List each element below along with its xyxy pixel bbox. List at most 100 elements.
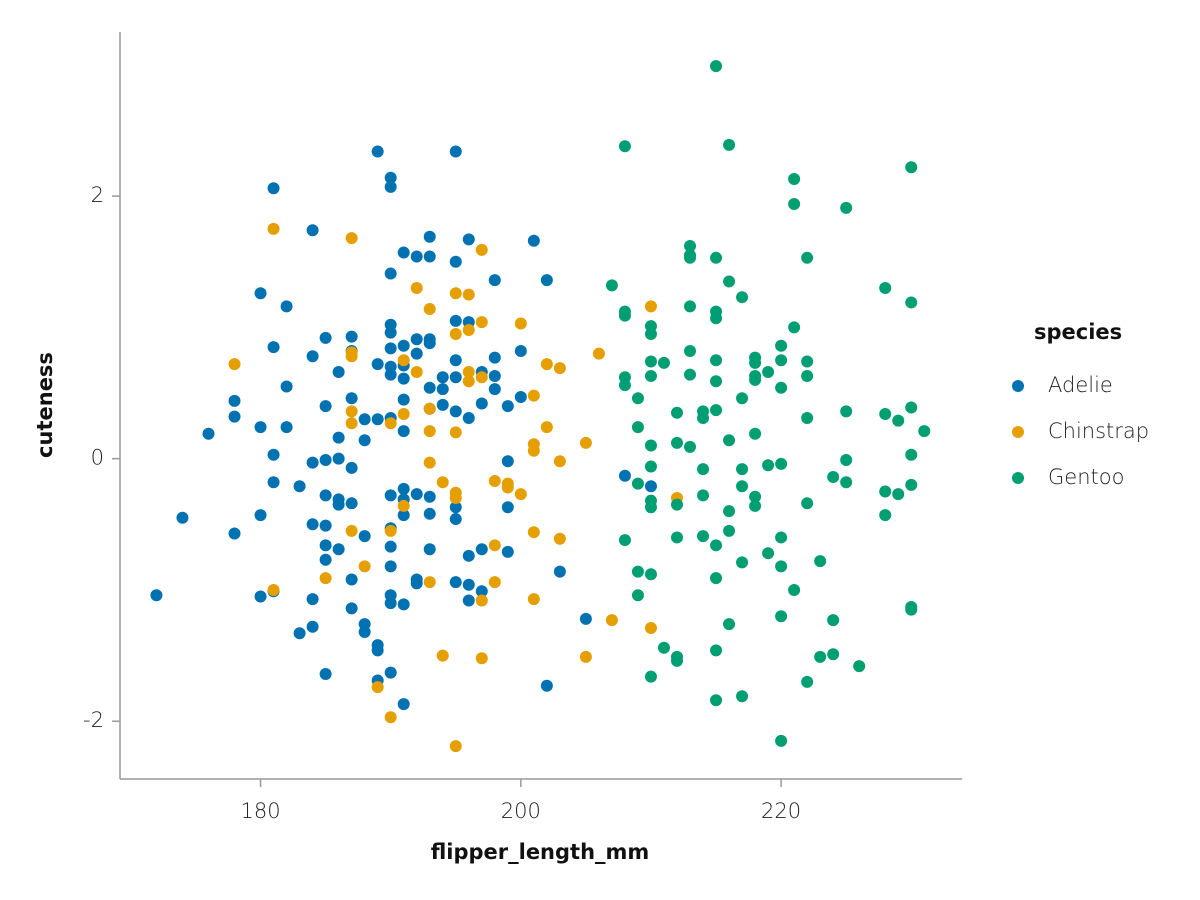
point — [501, 545, 514, 558]
point — [423, 303, 436, 316]
point — [475, 594, 488, 607]
legend-title: species — [1034, 320, 1122, 344]
point — [501, 400, 514, 413]
point — [723, 275, 736, 288]
point — [775, 560, 788, 573]
point — [267, 182, 280, 195]
x-tick-label: 200 — [501, 799, 541, 823]
point — [631, 589, 644, 602]
point — [879, 408, 892, 421]
point — [358, 434, 371, 447]
point — [384, 326, 397, 339]
point — [618, 534, 631, 547]
point — [553, 532, 566, 545]
point — [540, 274, 553, 287]
point — [579, 650, 592, 663]
point — [462, 578, 475, 591]
point — [462, 288, 475, 301]
point — [723, 618, 736, 631]
point — [710, 404, 723, 417]
point — [475, 585, 488, 598]
point — [384, 540, 397, 553]
point — [423, 543, 436, 556]
point — [371, 413, 384, 426]
point — [410, 577, 423, 590]
point — [684, 440, 697, 453]
point — [254, 590, 267, 603]
y-tick-label: 2 — [91, 183, 104, 207]
point — [723, 138, 736, 151]
point — [514, 390, 527, 403]
point — [553, 455, 566, 468]
point — [150, 589, 163, 602]
point — [684, 368, 697, 381]
point — [775, 610, 788, 623]
y-tick-label: -2 — [83, 708, 104, 732]
point — [684, 251, 697, 264]
point — [423, 250, 436, 263]
point — [723, 434, 736, 447]
point — [788, 197, 801, 210]
point — [788, 173, 801, 186]
point — [527, 526, 540, 539]
point — [267, 448, 280, 461]
point — [462, 549, 475, 562]
point — [436, 398, 449, 411]
point — [475, 652, 488, 665]
point — [345, 232, 358, 245]
point — [801, 675, 814, 688]
point — [501, 481, 514, 494]
point — [710, 644, 723, 657]
point — [592, 347, 605, 360]
y-tick-label: 0 — [91, 446, 104, 470]
point — [905, 478, 918, 491]
point — [905, 448, 918, 461]
point — [267, 341, 280, 354]
point — [540, 421, 553, 434]
point — [384, 171, 397, 184]
point — [449, 255, 462, 268]
point — [306, 350, 319, 363]
point — [397, 509, 410, 522]
point — [684, 300, 697, 313]
point — [670, 436, 683, 449]
point — [384, 524, 397, 537]
point — [449, 513, 462, 526]
point — [397, 499, 410, 512]
point — [280, 421, 293, 434]
point — [345, 405, 358, 418]
point — [319, 489, 332, 502]
point — [358, 625, 371, 638]
point — [644, 300, 657, 313]
point — [670, 654, 683, 667]
point — [527, 444, 540, 457]
point — [384, 560, 397, 573]
point — [319, 453, 332, 466]
point — [306, 224, 319, 237]
point — [228, 394, 241, 407]
point — [749, 373, 762, 386]
point — [410, 282, 423, 295]
point — [358, 413, 371, 426]
point — [644, 670, 657, 683]
point — [684, 345, 697, 358]
point — [436, 383, 449, 396]
point — [319, 519, 332, 532]
point — [644, 568, 657, 581]
point — [905, 401, 918, 414]
point — [775, 531, 788, 544]
point — [358, 530, 371, 543]
point — [332, 431, 345, 444]
point — [710, 375, 723, 388]
point — [449, 740, 462, 753]
point — [384, 597, 397, 610]
point — [319, 539, 332, 552]
point — [319, 553, 332, 566]
point — [605, 614, 618, 627]
point — [228, 410, 241, 423]
point — [644, 369, 657, 382]
point — [462, 411, 475, 424]
point — [345, 330, 358, 343]
point — [788, 321, 801, 334]
point — [384, 368, 397, 381]
